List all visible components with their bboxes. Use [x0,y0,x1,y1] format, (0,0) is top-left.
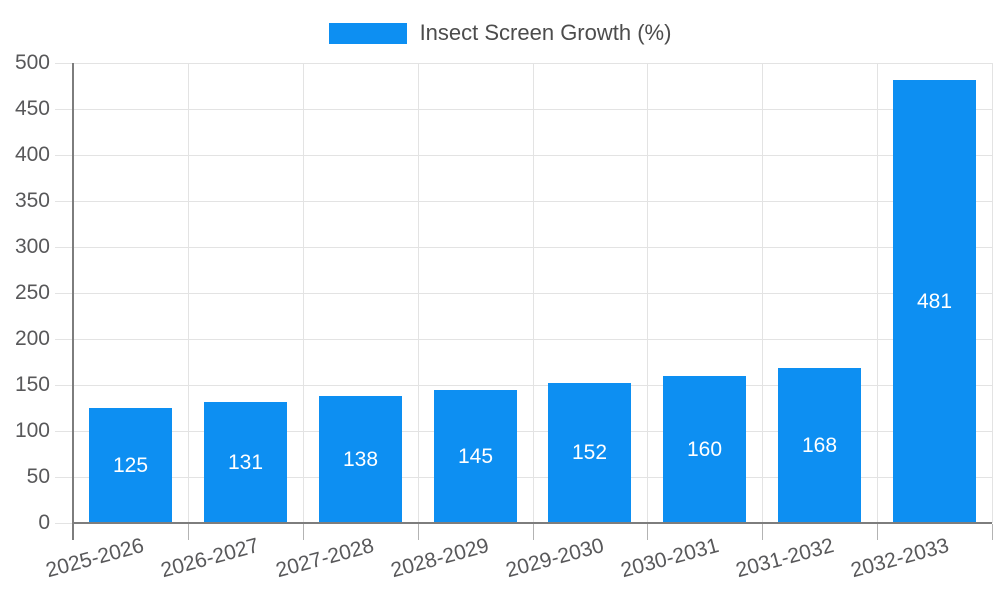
bar-value-label: 168 [801,433,838,457]
y-gridline [55,339,992,340]
bar-value-label: 152 [571,441,608,464]
x-gridline [877,63,878,523]
y-gridline [55,247,992,248]
y-gridline [55,63,992,64]
bar: 131 [204,402,287,523]
y-gridline [55,155,992,156]
bar: 145 [434,390,517,523]
bar-value-label: 125 [112,453,149,477]
bar: 168 [778,368,861,523]
bar: 152 [548,383,631,523]
x-axis-tick-label: 2028-2029 [387,534,491,583]
y-gridline [55,431,992,432]
y-gridline [55,293,992,294]
x-axis-tick-label: 2030-2031 [617,534,721,583]
y-axis-tick-label: 0 [38,511,50,534]
x-gridline [533,63,534,523]
x-axis-line [72,522,992,524]
x-axis-tick-mark [533,524,534,540]
x-axis-tick-label: 2025-2026 [42,534,146,583]
y-axis-tick-label: 300 [14,235,50,258]
y-axis-tick-label: 50 [26,465,50,488]
x-axis-tick-mark [188,524,189,540]
x-axis-tick-mark [303,524,304,540]
y-axis-tick-label: 100 [14,419,50,442]
x-gridline [188,63,189,523]
y-gridline [55,109,992,110]
legend-label: Insect Screen Growth (%) [419,20,672,45]
y-axis-line [72,63,74,540]
bar-value-label: 481 [916,289,953,313]
legend-swatch [328,22,407,44]
y-axis-tick-label: 400 [14,143,50,166]
bar-value-label: 145 [457,444,494,468]
x-gridline [762,63,763,523]
x-axis-tick-mark [418,524,419,540]
y-axis-tick-label: 200 [14,327,50,350]
x-axis-tick-label: 2029-2030 [502,534,606,583]
y-axis-tick-label: 150 [14,373,50,396]
y-gridline [55,385,992,386]
x-gridline [303,63,304,523]
y-gridline [55,477,992,478]
x-axis-tick-label: 2027-2028 [272,534,376,583]
y-axis-tick-label: 500 [14,51,50,74]
x-axis-tick-mark [877,524,878,540]
x-axis-tick-label: 2026-2027 [157,534,261,583]
bar-value-label: 138 [342,447,379,471]
bar: 160 [663,376,746,523]
x-gridline [992,63,993,523]
x-axis-tick-mark [647,524,648,540]
y-gridline [55,201,992,202]
x-axis-tick-label: 2032-2033 [847,534,951,583]
y-axis-tick-label: 250 [14,281,50,304]
bar-value-label: 160 [686,437,723,461]
x-gridline [418,63,419,523]
bar-value-label: 131 [227,450,264,474]
y-axis-tick-label: 350 [14,189,50,212]
chart-legend: Insect Screen Growth (%) [0,21,1000,45]
bar: 125 [89,408,172,523]
x-axis-tick-mark [992,524,993,540]
y-axis-tick-label: 450 [14,97,50,120]
bar: 481 [893,80,976,523]
x-axis-tick-label: 2031-2032 [732,534,836,583]
x-axis-tick-mark [762,524,763,540]
x-gridline [647,63,648,523]
bar: 138 [319,396,402,523]
